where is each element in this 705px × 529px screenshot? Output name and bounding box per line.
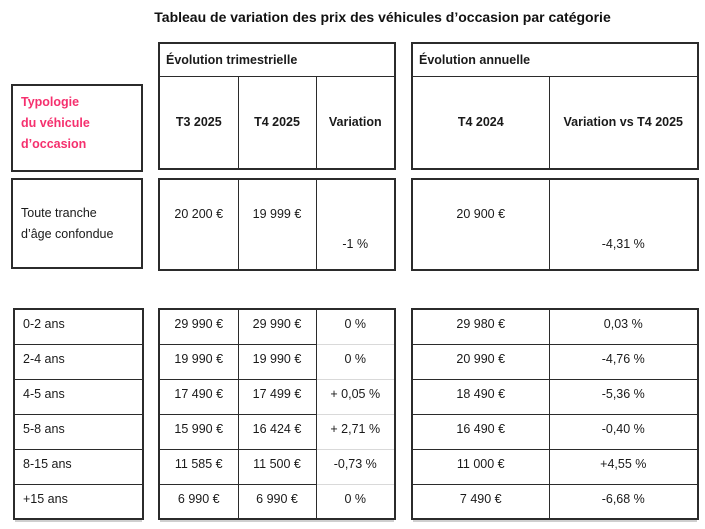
- cell-all-ages-variation: -1 %: [315, 178, 396, 271]
- quarterly-title: Évolution trimestrielle: [158, 42, 396, 77]
- cell-t4-price: 6 990 €: [237, 483, 317, 520]
- all-ages-annual-row: 20 900 € -4,31 %: [411, 178, 699, 271]
- cell-t4-2024-price: 20 990 €: [411, 343, 550, 380]
- cell-variation-vs: -0,40 %: [548, 413, 699, 450]
- cell-t4-price: 17 499 €: [237, 378, 317, 415]
- typology-line: du véhicule: [21, 116, 90, 130]
- cell-variation-vs: 0,03 %: [548, 308, 699, 345]
- page-title: Tableau de variation des prix des véhicu…: [154, 9, 611, 25]
- table-row: 16 490 € -0,40 %: [411, 413, 699, 450]
- cell-t3-price: 19 990 €: [158, 343, 239, 380]
- column-header-t3-2025: T3 2025: [158, 75, 239, 170]
- cell-age-label: 8-15 ans: [13, 448, 144, 485]
- column-header-t4-2025: T4 2025: [237, 75, 317, 170]
- cell-t3-price: 17 490 €: [158, 378, 239, 415]
- cell-t3-price: 15 990 €: [158, 413, 239, 450]
- table-row: +15 ans: [13, 483, 144, 520]
- cell-t3-price: 11 585 €: [158, 448, 239, 485]
- cell-variation: + 2,71 %: [315, 413, 396, 450]
- table-row: 7 490 € -6,68 %: [411, 483, 699, 520]
- cell-age-label: 0-2 ans: [13, 308, 144, 345]
- cell-age-label: 2-4 ans: [13, 343, 144, 380]
- cell-t3-price: 29 990 €: [158, 308, 239, 345]
- cell-t4-2024-price: 29 980 €: [411, 308, 550, 345]
- cell-age-label: 4-5 ans: [13, 378, 144, 415]
- cell-variation-vs: -5,36 %: [548, 378, 699, 415]
- table-row: 6 990 € 6 990 € 0 %: [158, 483, 396, 520]
- column-header-variation: Variation: [315, 75, 396, 170]
- cell-variation: 0 %: [315, 308, 396, 345]
- annual-title: Évolution annuelle: [411, 42, 699, 77]
- cell-variation-vs: -6,68 %: [548, 483, 699, 520]
- cell-all-ages-t4-2024: 20 900 €: [411, 178, 550, 271]
- cell-variation: -0,73 %: [315, 448, 396, 485]
- table-row: 29 980 € 0,03 %: [411, 308, 699, 345]
- cell-t4-price: 19 990 €: [237, 343, 317, 380]
- annual-header-table: Évolution annuelle T4 2024 Variation vs …: [411, 42, 699, 170]
- table-row: 2-4 ans: [13, 343, 144, 380]
- cell-variation: + 0,05 %: [315, 378, 396, 415]
- cell-t4-price: 11 500 €: [237, 448, 317, 485]
- table-row: 17 490 € 17 499 € + 0,05 %: [158, 378, 396, 415]
- quarterly-values-table: 29 990 € 29 990 € 0 % 19 990 € 19 990 € …: [158, 308, 396, 520]
- table-row: 19 990 € 19 990 € 0 %: [158, 343, 396, 380]
- cell-t4-2024-price: 11 000 €: [411, 448, 550, 485]
- table-row: 11 000 € +4,55 %: [411, 448, 699, 485]
- table-row: 0-2 ans: [13, 308, 144, 345]
- cell-age-label: 5-8 ans: [13, 413, 144, 450]
- age-labels-table: 0-2 ans 2-4 ans 4-5 ans 5-8 ans 8-15 ans…: [13, 308, 144, 520]
- cell-t3-price: 6 990 €: [158, 483, 239, 520]
- cell-age-label: +15 ans: [13, 483, 144, 520]
- table-row: 29 990 € 29 990 € 0 %: [158, 308, 396, 345]
- cell-t4-2024-price: 16 490 €: [411, 413, 550, 450]
- annual-values-table: 29 980 € 0,03 % 20 990 € -4,76 % 18 490 …: [411, 308, 699, 520]
- table-row: 20 990 € -4,76 %: [411, 343, 699, 380]
- table-row: 5-8 ans: [13, 413, 144, 450]
- cell-all-ages-variation-vs: -4,31 %: [548, 178, 699, 271]
- cell-all-ages-t4-2025: 19 999 €: [237, 178, 317, 271]
- quarterly-header-table: Évolution trimestrielle T3 2025 T4 2025 …: [158, 42, 397, 170]
- cell-t4-2024-price: 18 490 €: [411, 378, 550, 415]
- cell-t4-2024-price: 7 490 €: [411, 483, 550, 520]
- typology-line: Typologie: [21, 95, 80, 109]
- table-row: 18 490 € -5,36 %: [411, 378, 699, 415]
- table-row: 8-15 ans: [13, 448, 144, 485]
- typology-line: d’occasion: [21, 137, 87, 151]
- table-row: 4-5 ans: [13, 378, 144, 415]
- cell-variation-vs: +4,55 %: [548, 448, 699, 485]
- cell-variation: 0 %: [315, 343, 396, 380]
- cell-t4-price: 16 424 €: [237, 413, 317, 450]
- cell-variation: 0 %: [315, 483, 396, 520]
- all-ages-label-line: Toute tranche: [21, 205, 97, 220]
- all-ages-label-line: d’âge confondue: [21, 226, 114, 241]
- all-ages-quarterly-row: 20 200 € 19 999 € -1 %: [158, 178, 396, 271]
- table-row: 15 990 € 16 424 € + 2,71 %: [158, 413, 396, 450]
- cell-variation-vs: -4,76 %: [548, 343, 699, 380]
- table-row: 11 585 € 11 500 € -0,73 %: [158, 448, 396, 485]
- cell-all-ages-t3-2025: 20 200 €: [158, 178, 239, 271]
- typology-header-cell: Typologie du véhicule d’occasion: [11, 84, 143, 172]
- all-ages-label-cell: Toute tranche d’âge confondue: [11, 178, 143, 269]
- column-header-variation-vs: Variation vs T4 2025: [548, 75, 699, 170]
- cell-t4-price: 29 990 €: [237, 308, 317, 345]
- column-header-t4-2024: T4 2024: [411, 75, 550, 170]
